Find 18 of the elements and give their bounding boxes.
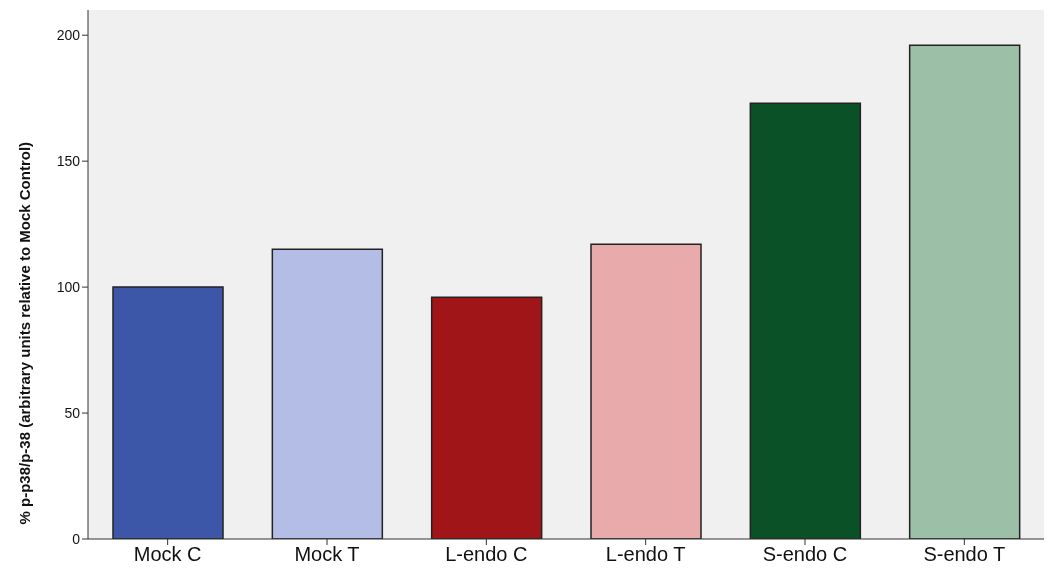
bar (271, 248, 384, 539)
bar (590, 243, 702, 539)
x-tick-label: Mock T (294, 543, 360, 566)
y-tick-label: 50 (64, 405, 81, 422)
y-axis-title: % p-p38/p-38 (arbitrary units relative to Mock Control) (16, 141, 34, 525)
x-tick-label: L-endo C (445, 543, 528, 566)
x-tick-label: S-endo T (923, 543, 1006, 566)
x-tick-label: S-endo C (762, 543, 848, 566)
bar (908, 44, 1021, 539)
bar (112, 286, 224, 539)
y-tick-label: 0 (72, 530, 81, 547)
y-tick-label: 200 (56, 27, 81, 44)
y-tick-label: 150 (56, 153, 81, 170)
x-tick-label: Mock C (133, 543, 202, 566)
y-tick-label: 100 (56, 279, 81, 296)
bar (430, 296, 543, 539)
x-tick-label: L-endo T (605, 543, 686, 566)
bar (749, 102, 862, 539)
